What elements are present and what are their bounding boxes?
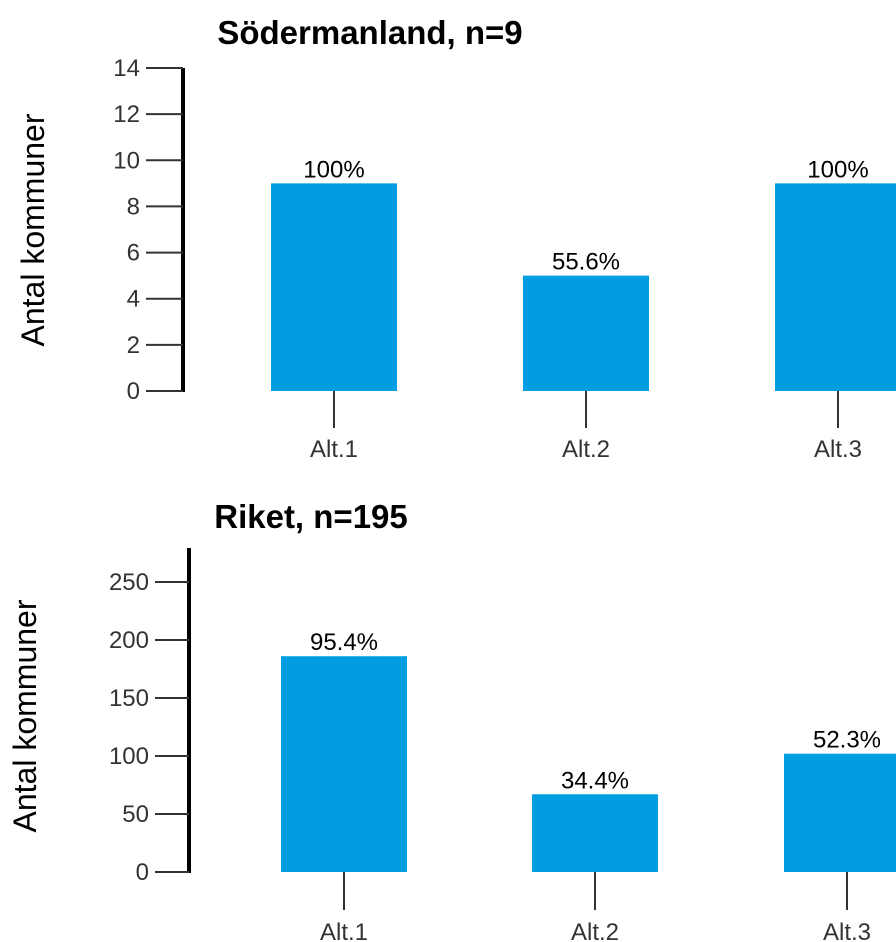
bar	[271, 183, 397, 391]
bar	[784, 753, 896, 872]
chart-title: Södermanland, n=9	[217, 14, 522, 51]
y-tick-label: 8	[127, 193, 140, 220]
bar	[523, 275, 649, 391]
y-tick-label: 0	[136, 859, 149, 886]
bars: 95.4% Alt.1 34.4% Alt.2 52.3% Alt.3	[281, 629, 896, 942]
y-tick-label: 150	[109, 685, 149, 712]
data-label: 100%	[807, 156, 868, 183]
y-tick-label: 4	[127, 286, 140, 313]
x-tick-label: Alt.1	[310, 436, 358, 463]
chart-panel-riket: Riket, n=195 Antal kommuner 0 50 100 150 200…	[7, 498, 896, 942]
y-axis-label: Antal kommuner	[7, 599, 43, 832]
y-axis: 0 2 4 6 8 10 12 14	[113, 55, 185, 405]
y-axis: 0 50 100 150 200 250	[109, 548, 191, 886]
chart-panel-sodermanland: Södermanland, n=9 Antal kommuner 0 2 4 6 8 10…	[15, 14, 896, 463]
y-tick-label: 12	[113, 101, 140, 128]
x-tick-label: Alt.3	[823, 919, 871, 942]
y-tick-label: 6	[127, 240, 140, 267]
bars: 100% Alt.1 55.6% Alt.2 100% Alt.3	[271, 156, 896, 463]
y-tick-label: 2	[127, 332, 140, 359]
bar	[532, 794, 658, 872]
x-tick-label: Alt.1	[320, 919, 368, 942]
y-tick-label: 100	[109, 743, 149, 770]
data-label: 95.4%	[310, 629, 378, 656]
y-tick-label: 200	[109, 627, 149, 654]
x-tick-label: Alt.2	[571, 919, 619, 942]
bar	[281, 656, 407, 872]
bar	[775, 183, 896, 391]
x-tick-label: Alt.3	[814, 436, 862, 463]
data-label: 55.6%	[552, 249, 620, 276]
x-tick-label: Alt.2	[562, 436, 610, 463]
y-tick-label: 250	[109, 569, 149, 596]
data-label: 52.3%	[813, 727, 881, 754]
y-axis-label: Antal kommuner	[15, 113, 51, 346]
data-label: 34.4%	[561, 767, 629, 794]
chart-title: Riket, n=195	[214, 498, 408, 535]
y-tick-label: 50	[122, 801, 149, 828]
y-tick-label: 10	[113, 147, 140, 174]
data-label: 100%	[303, 156, 364, 183]
y-tick-label: 0	[127, 378, 140, 405]
y-tick-label: 14	[113, 55, 140, 82]
